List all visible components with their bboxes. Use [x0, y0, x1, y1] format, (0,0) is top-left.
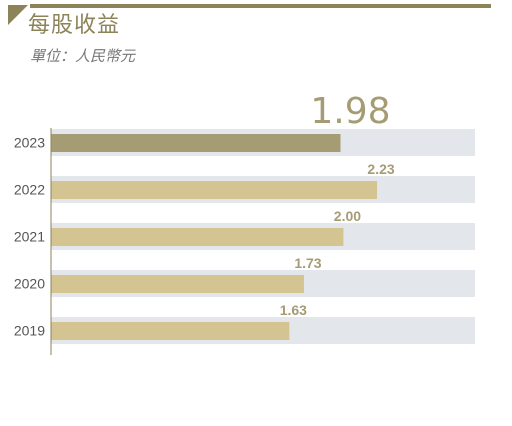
year-tick-label: 2022 [14, 182, 45, 198]
bar [51, 134, 341, 152]
year-tick-label: 2020 [14, 276, 45, 292]
value-label: 1.63 [280, 302, 307, 318]
year-tick-label: 2021 [14, 229, 45, 245]
year-tick-label: 2023 [14, 135, 45, 151]
year-tick-label: 2019 [14, 323, 45, 339]
value-label: 2.00 [334, 208, 361, 224]
highlight-value-label: 1.98 [310, 91, 390, 132]
bar [51, 228, 344, 246]
value-label: 1.73 [294, 255, 321, 271]
chart-title: 每股收益 [28, 13, 121, 38]
bar [51, 275, 304, 293]
top-rule [30, 4, 491, 8]
bar [51, 322, 290, 340]
chart-subtitle: 單位：人民幣元 [30, 47, 136, 65]
chart-header: 每股收益 單位：人民幣元 [0, 0, 512, 80]
corner-triangle-icon [8, 5, 28, 25]
value-label: 2.23 [367, 161, 394, 177]
bar [51, 181, 378, 199]
